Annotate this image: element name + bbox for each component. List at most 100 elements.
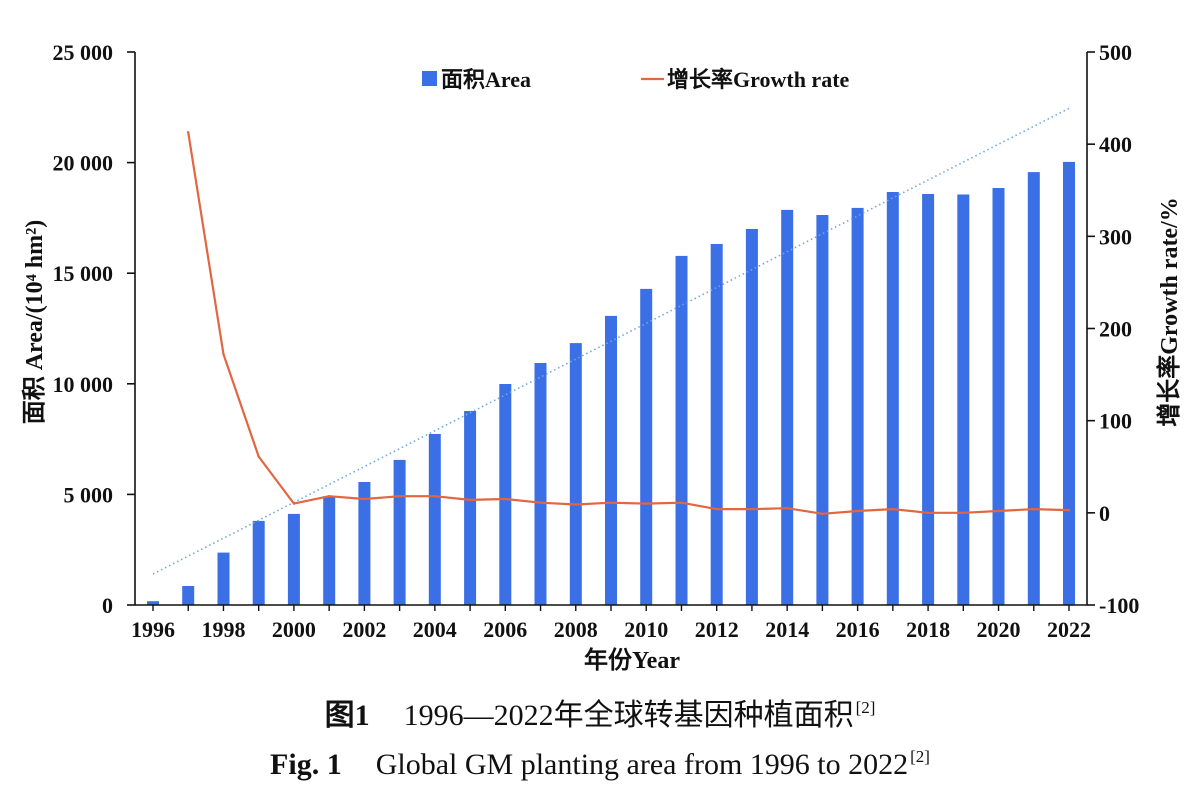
x-axis-tick-label: 2000 (272, 617, 316, 642)
growth-rate-point-2018 (926, 511, 930, 514)
bar-2015 (816, 215, 829, 605)
growth-rate-point-2017 (891, 507, 894, 511)
x-axis-tick-label: 2022 (1047, 617, 1091, 642)
growth-rate-point-2021 (1032, 507, 1036, 511)
growth-rate-point-2010 (645, 502, 648, 505)
growth-rate-point-2020 (997, 509, 1000, 513)
growth-rate-point-2013 (750, 507, 754, 511)
left-axis-tick-label: 0 (102, 593, 113, 618)
right-axis-tick-label: 100 (1099, 409, 1132, 434)
growth-rate-point-2007 (539, 501, 542, 504)
x-axis-tick-label: 2010 (624, 617, 668, 642)
growth-rate-line (187, 132, 1070, 515)
left-axis-tick-label: 10 000 (53, 372, 114, 397)
bar-2013 (745, 229, 758, 605)
bar-1996 (147, 601, 159, 605)
growth-rate-point-2000 (292, 502, 296, 505)
x-axis-tick-label: 2004 (413, 617, 457, 642)
bar-2017 (886, 192, 899, 605)
bar-2010 (640, 288, 653, 605)
bar-2019 (957, 194, 970, 605)
x-axis-tick-label: 2006 (483, 617, 527, 642)
growth-rate-point-1998 (222, 353, 225, 356)
bar-2022 (1063, 161, 1075, 605)
growth-rate-point-2001 (328, 495, 331, 498)
caption-text-en: Global GM planting area from 1996 to 202… (375, 748, 909, 781)
bar-2012 (710, 244, 723, 605)
growth-rate-point-2004 (433, 495, 436, 498)
growth-rate-point-2012 (715, 507, 718, 511)
right-axis-tick-label: 500 (1099, 40, 1132, 65)
growth-rate-point-2019 (962, 511, 965, 514)
bar-2011 (675, 255, 688, 605)
line-series-growth-rate (187, 131, 1071, 515)
caption-label-zh: 图1 (324, 699, 370, 732)
left-axis-tick-label: 5 000 (64, 482, 114, 507)
growth-rate-point-2015 (821, 512, 824, 515)
bar-2001 (323, 496, 336, 605)
bar-2005 (464, 411, 477, 605)
x-axis-tick-label: 2016 (836, 617, 880, 642)
legend: 面积Area 增长率Growth rate (422, 67, 850, 92)
growth-rate-point-2009 (609, 501, 613, 504)
x-axis-tick-label: 1998 (202, 617, 246, 642)
legend-label-growth-rate: 增长率Growth rate (667, 67, 850, 92)
growth-rate-point-2016 (856, 509, 859, 513)
bar-1997 (182, 586, 195, 605)
axes: 0 5 000 10 000 15 000 20 000 25 000 -100 0 100 20… (53, 40, 1140, 642)
left-axis-tick-label: 15 000 (53, 261, 114, 286)
bar-1998 (217, 552, 230, 605)
bar-2004 (428, 434, 441, 605)
bar-series-area (147, 161, 1075, 605)
bar-2009 (605, 315, 617, 605)
growth-rate-point-1997 (187, 131, 190, 134)
bar-2002 (358, 482, 371, 605)
bar-2003 (393, 459, 406, 605)
growth-rate-point-2014 (786, 507, 789, 510)
bar-2016 (851, 207, 864, 605)
bar-2020 (992, 188, 1005, 605)
right-axis-tick-label: -100 (1099, 593, 1139, 618)
growth-rate-point-2011 (680, 501, 683, 504)
caption-label-en: Fig. 1 (270, 748, 342, 781)
x-axis-tick-label: 2018 (906, 617, 950, 642)
growth-rate-point-2002 (363, 497, 366, 501)
y-axis-title-right: 增长率Growth rate/% (1155, 197, 1183, 427)
growth-rate-point-2003 (398, 495, 401, 498)
growth-rate-point-2006 (504, 497, 507, 501)
left-axis-tick-label: 20 000 (53, 151, 114, 176)
caption-reference-en: [2] (910, 747, 930, 766)
y-axis-title-left: 面积 Area/(10⁴ hm²) (21, 220, 48, 425)
growth-rate-point-2022 (1067, 508, 1071, 512)
bar-2008 (569, 343, 582, 605)
x-axis-title: 年份Year (584, 646, 680, 674)
legend-swatch-area (422, 71, 437, 86)
x-axis-tick-label: 2002 (342, 617, 386, 642)
x-axis-tick-label: 2020 (977, 617, 1021, 642)
growth-rate-point-2008 (574, 503, 577, 506)
x-axis-tick-label: 2012 (695, 617, 739, 642)
bar-2000 (287, 513, 300, 605)
right-axis-tick-label: 300 (1099, 224, 1132, 249)
bar-1999 (252, 520, 265, 605)
caption-reference-zh: [2] (855, 698, 876, 717)
legend-label-area: 面积Area (441, 67, 531, 92)
x-axis-tick-label: 1996 (131, 617, 175, 642)
growth-rate-point-2005 (468, 498, 472, 502)
figure-caption-zh: 图1 1996—2022年全球转基因种植面积 [2] (0, 698, 1200, 738)
x-axis-tick-label: 2014 (765, 617, 809, 642)
bar-2021 (1027, 172, 1040, 605)
bar-2018 (922, 194, 935, 605)
right-axis-tick-label: 400 (1099, 132, 1132, 157)
growth-rate-point-1999 (257, 455, 260, 458)
right-axis-tick-label: 200 (1099, 317, 1132, 342)
bar-2006 (499, 384, 512, 605)
bar-2007 (534, 363, 547, 605)
caption-text-zh: 1996—2022年全球转基因种植面积 (403, 699, 854, 732)
trend-line-group (152, 107, 1070, 575)
bar-2014 (781, 209, 794, 605)
trend-line (152, 107, 1070, 575)
right-axis-tick-label: 0 (1099, 501, 1110, 526)
chart: 0 5 000 10 000 15 000 20 000 25 000 -100 0 100 20… (21, 40, 1183, 674)
x-axis-tick-label: 2008 (554, 617, 598, 642)
